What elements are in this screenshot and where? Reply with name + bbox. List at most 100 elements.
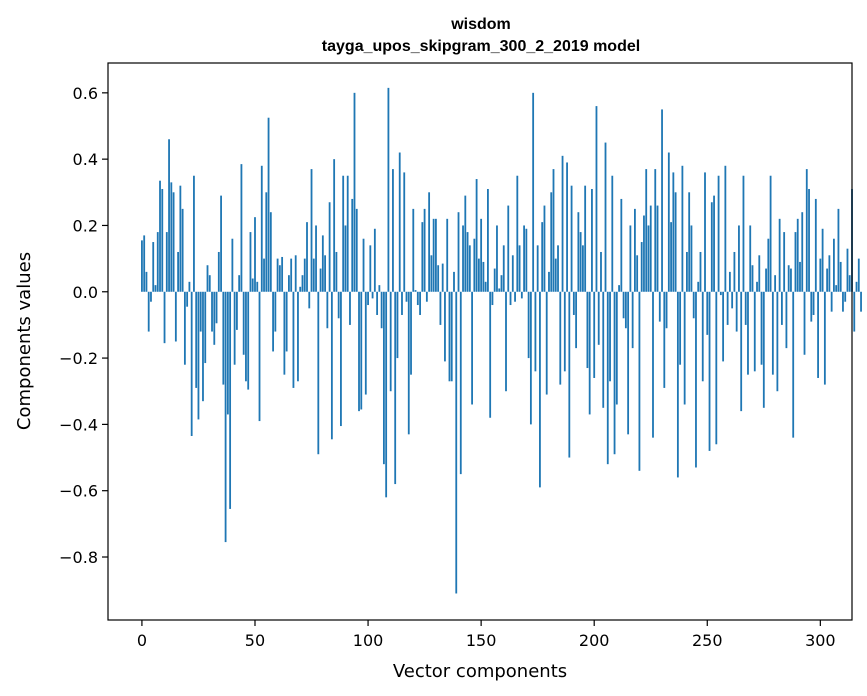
bar xyxy=(344,225,347,292)
bar xyxy=(183,291,186,365)
bar xyxy=(462,225,464,292)
bar xyxy=(353,92,356,292)
y-tick-label: −0.4 xyxy=(59,415,98,434)
bar xyxy=(285,291,288,352)
bar xyxy=(168,139,170,292)
bar xyxy=(362,238,365,292)
x-axis-ticks: 0 50 100 150 200 250 300 xyxy=(137,620,836,650)
bar xyxy=(154,285,157,292)
bar xyxy=(532,92,535,292)
bar xyxy=(143,235,146,292)
bar xyxy=(312,258,315,292)
bar xyxy=(595,106,598,292)
bar xyxy=(403,172,406,292)
bar xyxy=(756,281,758,292)
bar xyxy=(236,291,238,330)
bar xyxy=(204,291,207,364)
y-axis-ticks: −0.8 −0.6 −0.4 −0.2 0.0 0.2 0.4 0.6 xyxy=(59,84,108,567)
bar xyxy=(783,232,786,292)
bar xyxy=(624,291,627,329)
bar xyxy=(274,291,277,332)
bar xyxy=(269,212,272,292)
bar xyxy=(837,208,840,292)
bar xyxy=(416,291,419,306)
bar xyxy=(165,232,168,292)
bar xyxy=(276,258,279,292)
bar xyxy=(317,291,320,455)
bar xyxy=(412,208,415,292)
bar xyxy=(588,291,591,415)
bar xyxy=(643,215,645,292)
bar xyxy=(193,175,195,292)
bar xyxy=(520,291,523,299)
bar xyxy=(156,232,159,292)
bar xyxy=(853,291,856,332)
bar xyxy=(387,87,390,292)
bar xyxy=(428,192,431,292)
bar xyxy=(584,185,587,292)
bar xyxy=(740,291,743,412)
bar xyxy=(808,188,810,292)
bar xyxy=(523,225,525,292)
bar xyxy=(179,185,182,292)
bar xyxy=(550,192,553,292)
bar xyxy=(297,291,299,382)
bar xyxy=(760,291,763,365)
bar xyxy=(188,281,191,292)
bar xyxy=(254,217,256,292)
bar xyxy=(780,291,783,325)
bar xyxy=(371,291,374,299)
bar xyxy=(539,291,541,488)
bar xyxy=(392,169,394,292)
bar xyxy=(224,291,227,543)
bar xyxy=(294,255,297,292)
bar xyxy=(439,291,442,325)
bar xyxy=(360,291,363,410)
chart-title: wisdom xyxy=(450,16,511,33)
bar xyxy=(744,291,747,325)
bar xyxy=(715,291,718,445)
bar xyxy=(444,291,446,362)
bar xyxy=(652,291,654,438)
bar xyxy=(480,218,483,292)
bar xyxy=(830,291,833,312)
bar xyxy=(161,188,164,292)
bar xyxy=(710,202,713,292)
bar xyxy=(529,291,532,425)
bar xyxy=(776,291,779,392)
bar xyxy=(226,291,229,415)
bar xyxy=(195,291,198,388)
bar xyxy=(658,291,661,322)
bar xyxy=(577,212,580,292)
bar xyxy=(681,165,684,292)
bar xyxy=(620,198,623,292)
bar xyxy=(190,291,193,436)
bar xyxy=(335,251,338,292)
y-tick-label: 0.6 xyxy=(73,84,98,103)
bar xyxy=(609,291,611,382)
bar xyxy=(747,291,749,375)
bar xyxy=(593,291,596,378)
bar xyxy=(566,162,568,292)
bar xyxy=(459,291,462,475)
bar xyxy=(364,291,367,395)
bar xyxy=(803,291,806,355)
bar xyxy=(615,291,618,405)
bar xyxy=(771,291,774,375)
bar xyxy=(536,245,539,292)
bar xyxy=(554,258,557,292)
bar xyxy=(778,218,781,292)
bar xyxy=(636,255,639,292)
bar xyxy=(557,245,559,292)
bar xyxy=(414,290,417,292)
bar xyxy=(708,291,711,451)
bar xyxy=(213,291,216,345)
bar xyxy=(448,291,451,382)
bar xyxy=(435,218,437,292)
x-tick-label: 100 xyxy=(353,631,384,650)
bar xyxy=(527,291,530,359)
bar xyxy=(401,291,403,315)
bar xyxy=(475,179,478,292)
bar xyxy=(324,255,326,292)
bar xyxy=(145,271,148,292)
